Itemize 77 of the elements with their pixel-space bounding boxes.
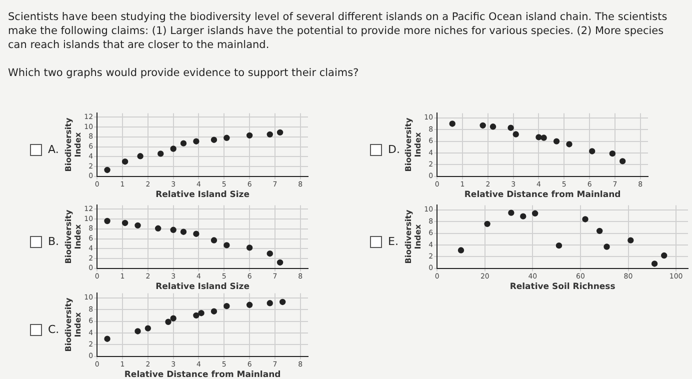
point bbox=[104, 218, 110, 224]
point bbox=[556, 242, 562, 249]
y-axis-title: Biodiversity Index bbox=[404, 209, 422, 264]
point bbox=[582, 216, 588, 222]
point bbox=[170, 226, 176, 233]
point bbox=[122, 220, 128, 226]
point bbox=[520, 213, 526, 220]
point bbox=[137, 153, 144, 160]
point bbox=[651, 260, 658, 267]
point bbox=[589, 148, 596, 154]
point bbox=[566, 141, 572, 148]
point bbox=[180, 140, 187, 146]
point bbox=[508, 124, 514, 131]
point bbox=[246, 302, 253, 308]
point bbox=[144, 325, 152, 332]
point bbox=[619, 158, 626, 164]
text: Which two graphs would provide evidence to support their claims? bbox=[8, 66, 360, 80]
point bbox=[532, 210, 538, 216]
point bbox=[122, 158, 128, 165]
point bbox=[104, 336, 110, 342]
point bbox=[266, 300, 273, 306]
point bbox=[480, 122, 486, 129]
point bbox=[596, 228, 603, 234]
point bbox=[536, 134, 542, 140]
x-axis-title: Relative Soil Richness bbox=[510, 282, 616, 292]
text: B. bbox=[48, 235, 60, 248]
text: Scientists have been studying the biodiversity level of several different islands on a Pacific Ocean island chain. The scientists make the following claims: (1) Larger islands have the potential to provide more niches for various species. (2) More species can reach islands that are closer to the mainland. bbox=[8, 10, 668, 52]
point bbox=[180, 228, 187, 235]
point bbox=[134, 222, 141, 229]
point bbox=[490, 124, 496, 130]
point bbox=[609, 150, 616, 157]
point bbox=[279, 298, 286, 306]
point bbox=[210, 308, 218, 314]
point bbox=[661, 252, 668, 259]
point bbox=[553, 138, 560, 144]
point bbox=[224, 134, 230, 141]
text: A. bbox=[48, 143, 59, 156]
point bbox=[246, 244, 253, 251]
point bbox=[276, 259, 284, 266]
point bbox=[458, 247, 464, 254]
point bbox=[508, 210, 514, 216]
point bbox=[198, 310, 204, 316]
point bbox=[484, 220, 490, 228]
point bbox=[224, 302, 230, 310]
y-axis-title: Biodiversity Index bbox=[404, 117, 422, 172]
point bbox=[512, 131, 519, 138]
point bbox=[628, 237, 634, 244]
text: C. bbox=[48, 323, 60, 336]
point bbox=[224, 242, 230, 248]
point bbox=[210, 136, 218, 143]
point bbox=[604, 244, 610, 250]
point bbox=[193, 312, 200, 319]
point bbox=[170, 315, 176, 322]
point bbox=[193, 138, 200, 144]
y-axis-title: Biodiversity Index bbox=[64, 209, 82, 264]
point bbox=[165, 318, 172, 325]
point bbox=[276, 129, 284, 136]
point bbox=[210, 237, 218, 244]
point bbox=[170, 146, 176, 152]
x-axis-title: Relative Distance from Mainland bbox=[124, 370, 281, 379]
text: E. bbox=[388, 235, 398, 248]
y-axis-title: Biodiversity Index bbox=[64, 297, 82, 352]
point bbox=[104, 166, 110, 174]
point bbox=[266, 131, 273, 138]
point bbox=[158, 150, 164, 157]
x-axis-title: Relative Distance from Mainland bbox=[464, 190, 621, 200]
point bbox=[449, 120, 456, 127]
point bbox=[154, 225, 162, 232]
point bbox=[246, 132, 253, 139]
point bbox=[193, 230, 200, 237]
point bbox=[134, 328, 141, 334]
y-axis-title: Biodiversity Index bbox=[64, 117, 82, 172]
point bbox=[266, 250, 273, 257]
point bbox=[540, 134, 547, 141]
text: D. bbox=[388, 143, 400, 156]
x-axis-title: Relative Island Size bbox=[156, 282, 250, 292]
x-axis-title: Relative Island Size bbox=[156, 190, 250, 200]
